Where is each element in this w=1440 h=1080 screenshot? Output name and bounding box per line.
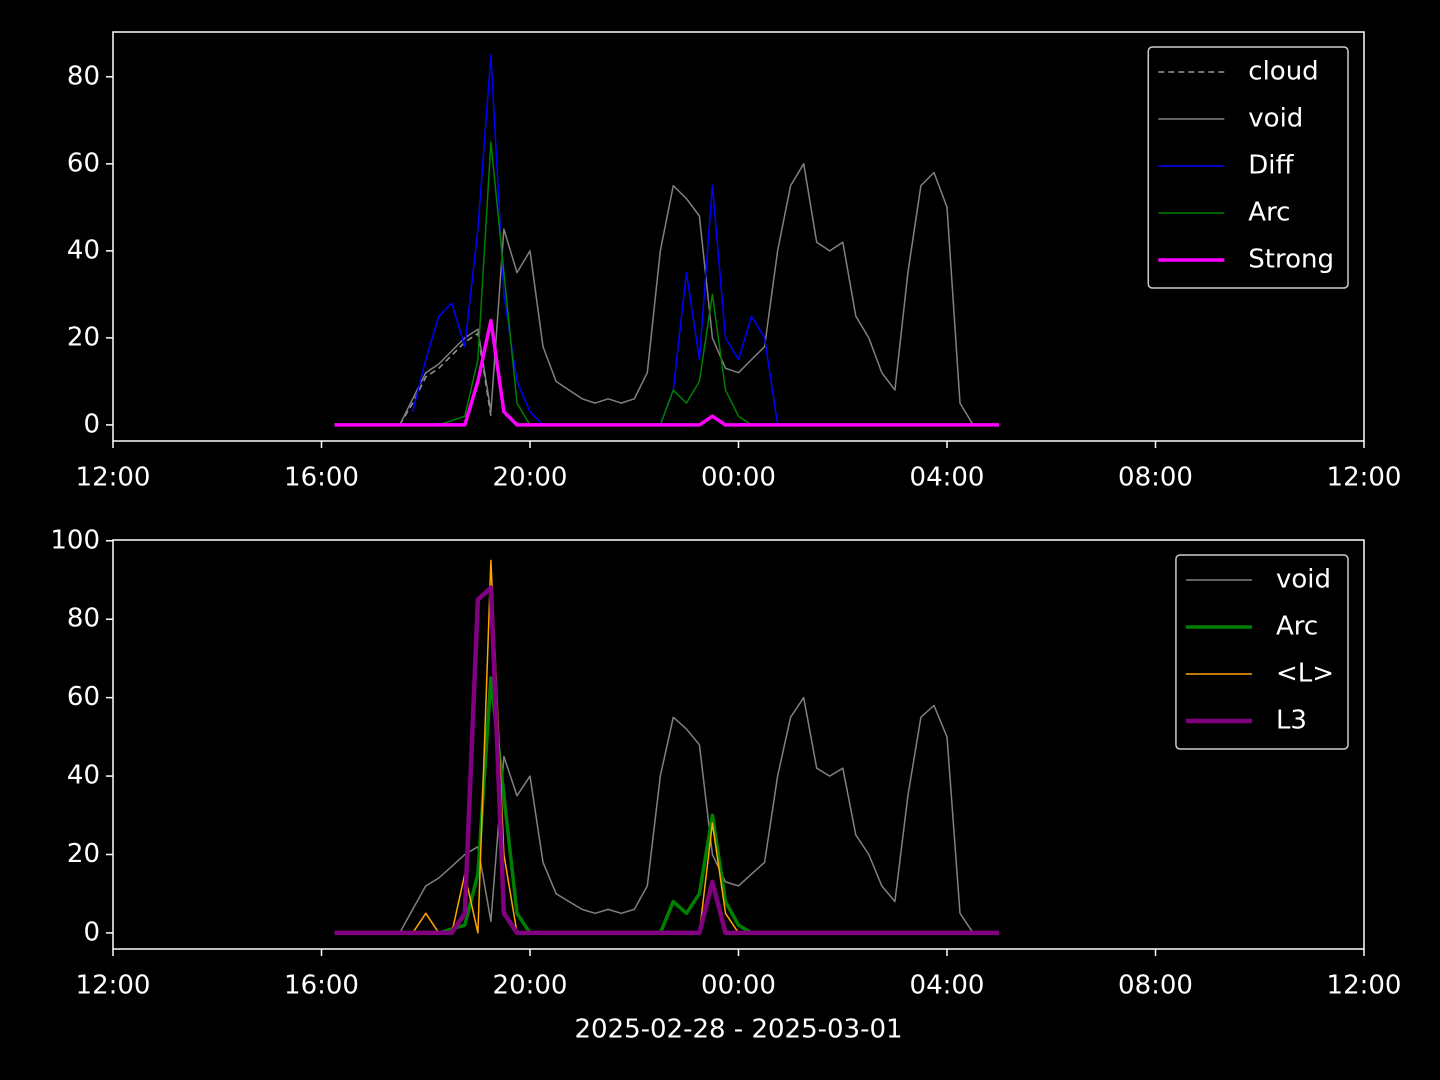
legend-label: Strong	[1248, 245, 1334, 275]
x-tick-label: 20:00	[493, 971, 568, 1001]
y-tick-label: 60	[67, 682, 100, 712]
series-line	[334, 585, 1000, 936]
legend-label: Arc	[1248, 198, 1290, 228]
x-tick-label: 16:00	[284, 971, 359, 1001]
legend-label: Diff	[1248, 151, 1294, 181]
y-tick-label: 80	[67, 604, 100, 634]
x-tick-label: 12:00	[1327, 971, 1402, 1001]
x-tick-label: 08:00	[1118, 463, 1193, 493]
series-line	[334, 318, 1000, 427]
x-tick-label: 12:00	[76, 463, 151, 493]
x-tick-label: 16:00	[284, 463, 359, 493]
y-tick-label: 40	[67, 235, 100, 265]
legend-label: void	[1248, 104, 1303, 134]
y-tick-label: 0	[83, 917, 100, 947]
legend: void Arc <L> L3	[1175, 554, 1349, 750]
legend-label: void	[1276, 565, 1331, 595]
subplot: 0 20 40 60 80 12:00 16:00 20:00 00:00 04:00 08:00 1…	[67, 31, 1402, 493]
x-tick-label: 08:00	[1118, 971, 1193, 1001]
x-tick-label: 04:00	[910, 463, 985, 493]
x-tick-label: 20:00	[493, 463, 568, 493]
legend-label: L3	[1276, 706, 1307, 736]
y-tick-label: 60	[67, 148, 100, 178]
x-axis-label: 2025-02-28 - 2025-03-01	[574, 1015, 902, 1045]
y-tick-label: 80	[67, 61, 100, 91]
series-line	[399, 332, 492, 426]
series-line	[399, 696, 974, 934]
legend-label: <L>	[1276, 659, 1334, 689]
legend: cloud void Diff Arc Strong	[1147, 46, 1349, 289]
legend-label: Arc	[1276, 612, 1318, 642]
y-tick-label: 0	[83, 409, 100, 439]
y-tick-label: 20	[67, 322, 100, 352]
legend-frame	[1175, 554, 1349, 750]
x-tick-label: 04:00	[910, 971, 985, 1001]
series-line	[425, 141, 817, 426]
x-tick-label: 00:00	[701, 463, 776, 493]
legend-frame	[1147, 46, 1349, 289]
axes-frame	[112, 539, 1365, 950]
axes-frame	[112, 31, 1365, 442]
y-tick-label: 20	[67, 839, 100, 869]
legend-label: cloud	[1248, 57, 1318, 87]
y-tick-label: 40	[67, 761, 100, 791]
x-tick-label: 12:00	[1327, 463, 1402, 493]
x-tick-label: 12:00	[76, 971, 151, 1001]
x-tick-label: 00:00	[701, 971, 776, 1001]
subplot: 0 20 40 60 80 100 12:00 16:00 20:00 00:00 04:00 08:…	[50, 525, 1401, 1044]
y-tick-label: 100	[50, 525, 100, 555]
